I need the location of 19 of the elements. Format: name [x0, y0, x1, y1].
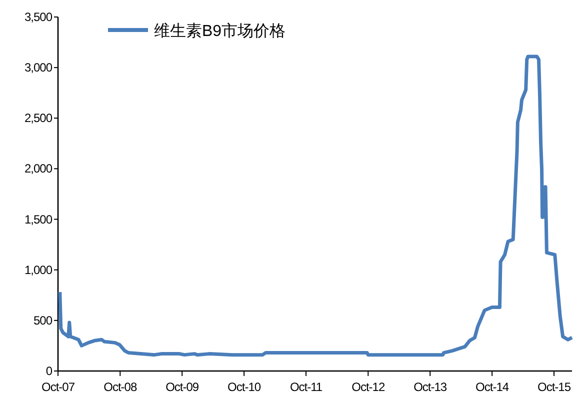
y-tick-label: 3,500 [24, 10, 53, 24]
x-tick-label: Oct-11 [290, 380, 323, 394]
x-tick-label: Oct-10 [228, 380, 262, 394]
line-series [58, 54, 574, 357]
x-tick-label: Oct-08 [104, 380, 138, 394]
x-tick-label: Oct-07 [41, 380, 76, 394]
y-tick-label: 500 [33, 313, 53, 328]
x-tick-label: Oct-15 [538, 380, 572, 394]
y-tick-label: 1,500 [24, 212, 53, 226]
y-tick-label: 3,000 [24, 60, 53, 75]
x-tick-label: Oct-14 [476, 380, 510, 394]
y-tick-label: 0 [46, 364, 53, 378]
legend-label: 维生素B9市场价格 [154, 22, 286, 40]
y-tick-label: 1,000 [24, 262, 53, 277]
x-tick-label: Oct-09 [166, 380, 200, 394]
y-tick-label: 2,500 [24, 111, 53, 126]
y-tick-label: 2,000 [24, 162, 53, 176]
x-tick-label: Oct-12 [352, 380, 386, 394]
x-tick-label: Oct-13 [414, 380, 448, 394]
